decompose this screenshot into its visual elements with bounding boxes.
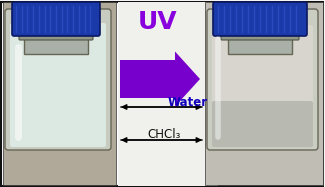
FancyBboxPatch shape <box>212 25 313 109</box>
FancyBboxPatch shape <box>207 9 318 150</box>
Text: Water: Water <box>168 96 208 108</box>
FancyBboxPatch shape <box>24 34 88 54</box>
FancyBboxPatch shape <box>3 2 116 185</box>
FancyBboxPatch shape <box>118 2 218 186</box>
FancyBboxPatch shape <box>212 101 313 147</box>
FancyBboxPatch shape <box>10 23 106 147</box>
FancyBboxPatch shape <box>221 30 299 40</box>
FancyBboxPatch shape <box>205 2 323 185</box>
FancyBboxPatch shape <box>5 9 111 150</box>
FancyArrow shape <box>120 51 200 107</box>
Text: UV: UV <box>138 10 178 34</box>
Text: CHCl₃: CHCl₃ <box>147 128 180 140</box>
FancyBboxPatch shape <box>213 2 307 36</box>
FancyBboxPatch shape <box>19 30 93 40</box>
FancyBboxPatch shape <box>228 34 292 54</box>
FancyBboxPatch shape <box>12 2 100 36</box>
